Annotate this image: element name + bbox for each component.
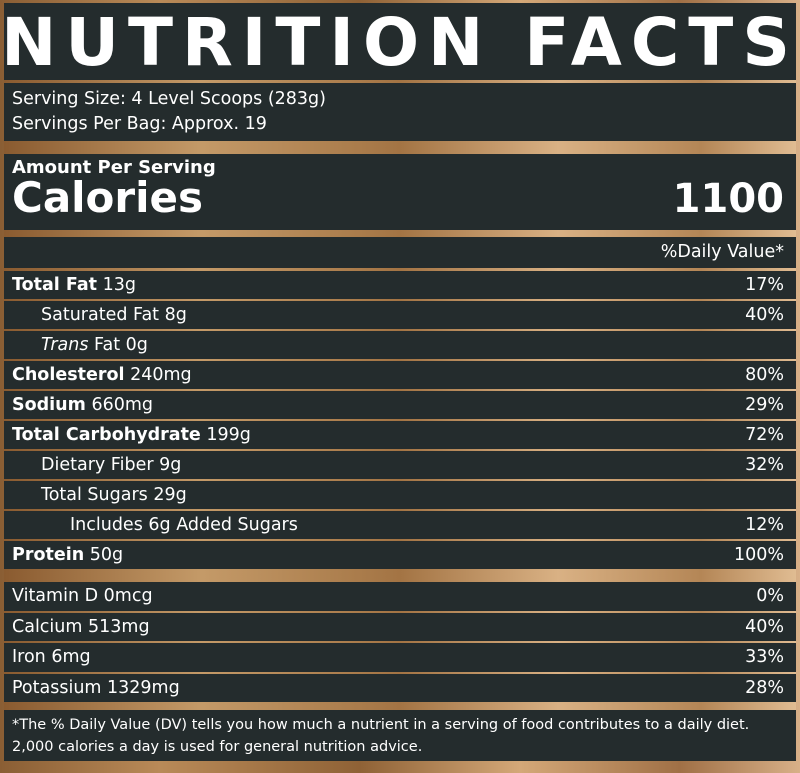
row-divider — [4, 671, 796, 674]
nutrient-name: Saturated Fat — [41, 305, 160, 325]
nutrient-dv: 32% — [745, 455, 784, 475]
nutrient-row-saturated-fat: Saturated Fat 8g 40% — [4, 301, 796, 329]
nutrient-name: Total Fat — [12, 275, 98, 295]
nutrient-name: Total Carbohydrate — [12, 425, 201, 445]
vitamin-dv: 40% — [745, 616, 784, 637]
vitamin-row-iron: Iron 6mg 33% — [4, 643, 796, 672]
row-divider — [4, 479, 796, 481]
divider-footnote — [4, 702, 796, 710]
divider-medium — [4, 230, 796, 237]
serving-size: Serving Size: 4 Level Scoops (283g) — [12, 89, 326, 109]
nutrient-dv: 29% — [745, 395, 784, 415]
nutrient-name: Protein — [12, 545, 85, 565]
nutrient-amount: 13g — [102, 275, 136, 295]
calories-label: Calories — [12, 173, 204, 222]
daily-value-header: %Daily Value* — [4, 237, 796, 268]
amount-per-serving-label: Amount Per Serving — [12, 157, 216, 178]
row-divider — [4, 389, 796, 391]
nutrient-row-cholesterol: Cholesterol 240mg 80% — [4, 361, 796, 389]
nutrient-dv: 72% — [745, 425, 784, 445]
vitamin-dv: 28% — [745, 677, 784, 698]
nutrient-amount: 9g — [159, 455, 182, 475]
daily-value-footnote: *The % Daily Value (DV) tells you how mu… — [4, 710, 796, 761]
nutrient-row-added-sugars: Includes 6g Added Sugars 12% — [4, 511, 796, 539]
vitamin-dv: 0% — [756, 586, 784, 607]
vitamin-label: Vitamin D 0mcg — [12, 586, 153, 607]
divider — [4, 268, 796, 271]
row-divider — [4, 641, 796, 643]
nutrient-amount: 199g — [206, 425, 251, 445]
nutrient-amount: 29g — [153, 485, 187, 505]
vitamin-label: Potassium 1329mg — [12, 677, 180, 698]
nutrient-dv: 80% — [745, 365, 784, 385]
nutrient-row-protein: Protein 50g 100% — [4, 541, 796, 569]
nutrient-amount: 8g — [164, 305, 187, 325]
divider — [4, 80, 796, 83]
nutrient-name: Includes 6g Added Sugars — [70, 515, 298, 535]
nutrient-name-italic: Trans — [41, 335, 89, 355]
nutrient-amount: 0g — [125, 335, 148, 355]
nutrient-row-total-fat: Total Fat 13g 17% — [4, 271, 796, 299]
nutrient-amount: 240mg — [130, 365, 192, 385]
divider-thick — [4, 141, 796, 154]
nutrient-name: Total Sugars — [41, 485, 148, 505]
nutrient-row-total-carbohydrate: Total Carbohydrate 199g 72% — [4, 421, 796, 449]
row-divider — [4, 419, 796, 421]
vitamin-label: Calcium 513mg — [12, 616, 150, 637]
calories-value: 1100 — [672, 176, 784, 222]
vitamin-row-potassium: Potassium 1329mg 28% — [4, 673, 796, 702]
nutrient-dv: 12% — [745, 515, 784, 535]
vitamin-dv: 33% — [745, 647, 784, 668]
servings-per-container: Servings Per Bag: Approx. 19 — [12, 114, 267, 134]
nutrient-name: Sodium — [12, 395, 86, 415]
nutrient-row-total-sugars: Total Sugars 29g — [4, 481, 796, 509]
divider-thick — [4, 569, 796, 582]
vitamin-label: Iron 6mg — [12, 647, 91, 668]
label-title: NUTRITION FACTS — [1, 3, 799, 81]
serving-info: Serving Size: 4 Level Scoops (283g) Serv… — [4, 83, 796, 141]
row-divider — [4, 359, 796, 361]
vitamin-row-vitamin-d: Vitamin D 0mcg 0% — [4, 582, 796, 611]
nutrient-row-dietary-fiber: Dietary Fiber 9g 32% — [4, 451, 796, 479]
nutrient-dv: 40% — [745, 305, 784, 325]
row-divider — [4, 299, 796, 301]
calories-section: Amount Per Serving Calories 1100 — [4, 154, 796, 230]
row-divider — [4, 610, 796, 613]
row-divider — [4, 509, 796, 511]
nutrient-dv: 17% — [745, 275, 784, 295]
nutrient-name: Fat — [94, 335, 121, 355]
row-divider — [4, 329, 796, 331]
row-divider — [4, 449, 796, 451]
nutrient-amount: 660mg — [91, 395, 153, 415]
nutrient-amount: 50g — [89, 545, 124, 565]
row-divider — [4, 539, 796, 541]
nutrient-name: Dietary Fiber — [41, 455, 154, 475]
nutrient-name: Cholesterol — [12, 365, 125, 385]
nutrient-dv: 100% — [733, 545, 784, 565]
vitamin-row-calcium: Calcium 513mg 40% — [4, 612, 796, 641]
nutrient-row-trans-fat: Trans Fat 0g — [4, 331, 796, 359]
nutrient-row-sodium: Sodium 660mg 29% — [4, 391, 796, 419]
